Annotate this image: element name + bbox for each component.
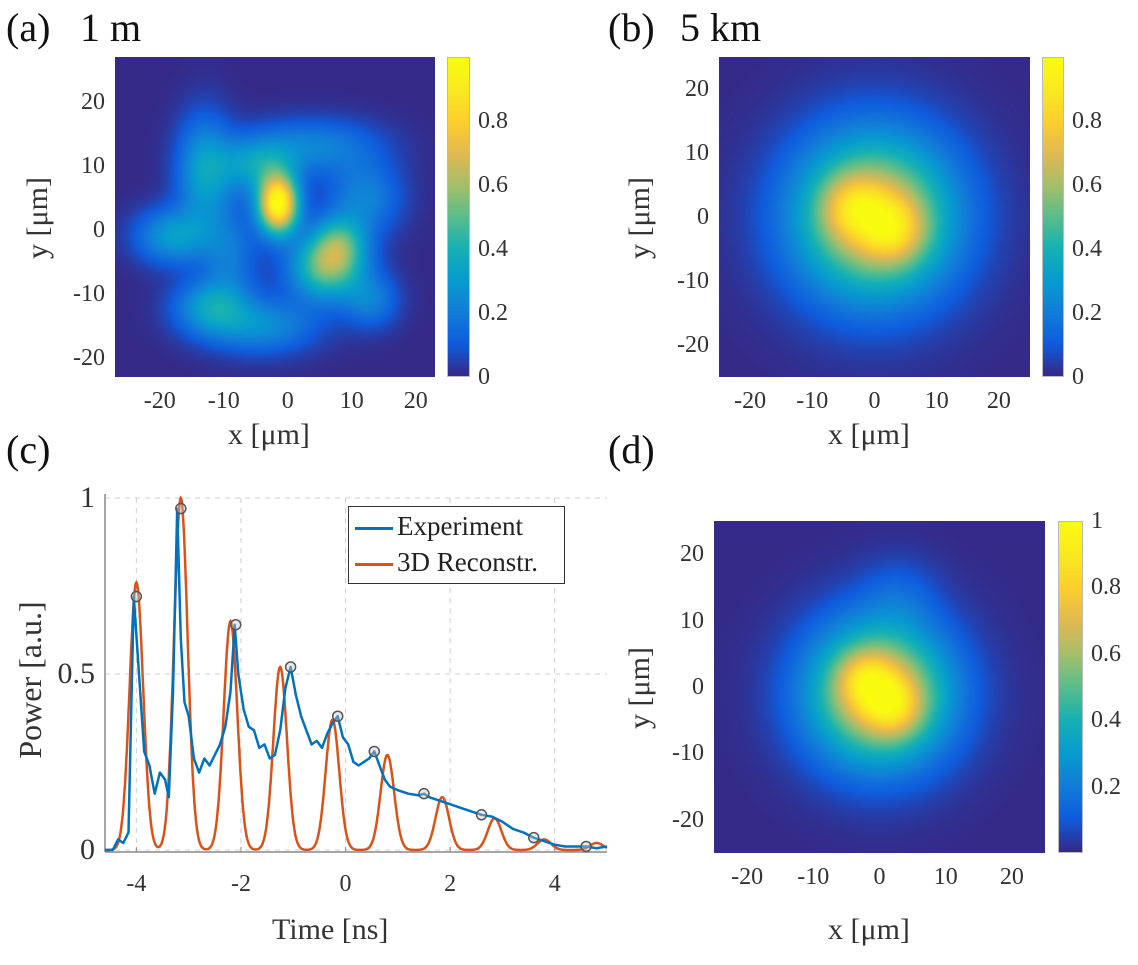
- legend-label-reconstruction: 3D Reconstr.: [397, 547, 538, 577]
- y-tick-label: -10: [677, 268, 709, 294]
- panel-b-title: 5 km: [680, 5, 762, 50]
- y-tick-label: 0: [697, 204, 709, 230]
- colorbar-tick-label: 0.6: [1072, 172, 1102, 198]
- y-tick-label: 1: [80, 481, 95, 514]
- colorbar-tick-label: 0.8: [478, 108, 508, 134]
- colorbar-tick-label: 0.4: [478, 236, 508, 262]
- colorbar-tick-label: 0.8: [1091, 574, 1121, 601]
- peak-marker: [130, 590, 143, 603]
- x-tick-label: 10: [924, 388, 949, 414]
- y-tick-label: 20: [680, 541, 704, 568]
- colorbar-tick-label: 0.6: [1091, 640, 1121, 667]
- x-tick-label: -10: [796, 388, 829, 414]
- peak-marker: [368, 745, 381, 758]
- y-tick-label: -10: [672, 740, 704, 767]
- x-tick-label: -2: [230, 871, 251, 897]
- legend-c: Experiment 3D Reconstr.: [348, 506, 565, 584]
- y-tick-label: 0: [93, 216, 105, 243]
- y-axis-label-d: y [μm]: [623, 647, 656, 729]
- panel-a-title: 1 m: [80, 5, 142, 50]
- peak-marker: [175, 502, 187, 515]
- x-tick-label: 10: [339, 388, 364, 414]
- peak-marker: [229, 618, 242, 631]
- y-tick-label: 20: [685, 76, 709, 102]
- panel-b-label: (b): [608, 5, 655, 50]
- colorbar-tick-label: 0.8: [1072, 108, 1102, 134]
- x-tick-label: 20: [999, 864, 1024, 890]
- x-axis-label-c: Time [ns]: [272, 913, 389, 946]
- y-axis-label-c: Power [a.u.]: [12, 601, 48, 759]
- colorbar-tick-label: 0.6: [478, 172, 508, 198]
- peak-marker: [580, 840, 592, 853]
- panel-c-label: (c): [6, 427, 51, 472]
- x-tick-label: 0: [339, 871, 352, 897]
- y-tick-label: 20: [81, 88, 105, 115]
- y-tick-label: 10: [81, 152, 105, 179]
- series-line-experiment: [105, 507, 608, 852]
- peak-marker: [284, 661, 297, 673]
- y-tick-label: -20: [73, 344, 105, 371]
- x-axis-label-b: x [μm]: [828, 418, 910, 451]
- y-tick-label: -20: [672, 806, 704, 833]
- peak-marker: [331, 710, 344, 722]
- y-tick-label: -20: [677, 332, 709, 358]
- panel-a-label: (a): [6, 5, 51, 50]
- heatmap-d: [714, 521, 1045, 853]
- y-tick-label: 0: [692, 674, 704, 700]
- x-tick-label: -20: [143, 388, 176, 414]
- colorbar-tick-label: 0: [1072, 364, 1084, 390]
- y-tick-label: -10: [73, 280, 105, 307]
- y-tick-label: 10: [685, 140, 709, 166]
- x-tick-label: -10: [207, 388, 240, 414]
- peak-marker: [475, 809, 488, 821]
- colorbar-tick-label: 0.2: [478, 300, 508, 326]
- x-tick-label: 20: [986, 388, 1011, 414]
- peak-marker: [418, 787, 430, 800]
- x-tick-label: -4: [126, 871, 147, 897]
- colorbar-tick-label: 0.2: [1072, 300, 1102, 326]
- colorbar-d: [1058, 521, 1083, 853]
- x-tick-label: 10: [933, 864, 958, 890]
- x-tick-label: 20: [403, 388, 428, 414]
- series-line-reconstruction: [105, 495, 608, 852]
- colorbar-tick-label: 0.2: [1091, 773, 1121, 800]
- colorbar-tick-label: 0.4: [1072, 236, 1102, 262]
- colorbar-tick-label: 0: [478, 364, 490, 390]
- legend-swatch-experiment: [355, 527, 393, 530]
- y-tick-label: 10: [680, 607, 704, 634]
- heatmap-a: [115, 57, 435, 377]
- y-tick-label: 0.5: [57, 657, 96, 690]
- colorbar-tick-label: 0.4: [1091, 707, 1121, 734]
- x-axis-label-d: x [μm]: [828, 913, 910, 946]
- panel-d-label: (d): [608, 427, 655, 472]
- x-tick-label: 0: [873, 864, 886, 890]
- legend-swatch-reconstruction: [355, 563, 393, 566]
- colorbar-tick-label: 1: [1091, 508, 1103, 534]
- x-tick-label: 0: [868, 388, 881, 414]
- x-tick-label: 2: [444, 871, 457, 897]
- x-tick-label: -20: [731, 864, 764, 890]
- x-tick-label: 4: [548, 871, 561, 897]
- legend-label-experiment: Experiment: [397, 511, 523, 541]
- x-axis-label-a: x [μm]: [228, 418, 310, 451]
- colorbar-b: [1042, 57, 1064, 377]
- y-tick-label: 0: [80, 833, 95, 866]
- x-tick-label: -10: [797, 864, 830, 890]
- peak-marker: [528, 831, 540, 844]
- x-tick-label: 0: [281, 388, 294, 414]
- x-tick-label: -20: [734, 388, 767, 414]
- heatmap-b: [719, 57, 1030, 377]
- colorbar-a: [447, 57, 470, 377]
